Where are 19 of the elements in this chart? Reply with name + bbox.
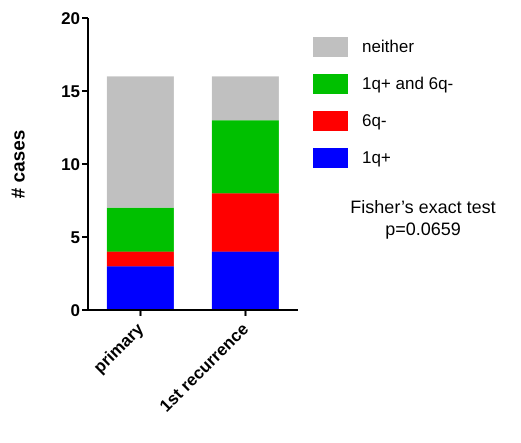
text: Fisher’s exact test p=0.0659 xyxy=(349,196,497,240)
bar xyxy=(212,120,279,194)
legend-label: neither xyxy=(362,36,414,56)
y-tick-label: 10 xyxy=(61,155,80,174)
y-axis-title: # cases xyxy=(8,130,30,198)
legend-label: 1q+ xyxy=(362,148,391,168)
y-tick-label: 0 xyxy=(70,301,80,320)
bar xyxy=(106,252,174,266)
bar xyxy=(212,193,279,252)
bar xyxy=(106,266,174,310)
y-tick-label: 5 xyxy=(70,228,80,248)
bar xyxy=(212,76,279,120)
legend-label: 1q+ and 6q- xyxy=(362,74,454,94)
bar xyxy=(106,208,174,252)
legend-label: 6q- xyxy=(362,110,387,130)
y-tick-label: 20 xyxy=(61,9,80,28)
bar xyxy=(212,252,279,310)
y-tick-label: 15 xyxy=(61,82,80,102)
bar xyxy=(106,76,174,208)
